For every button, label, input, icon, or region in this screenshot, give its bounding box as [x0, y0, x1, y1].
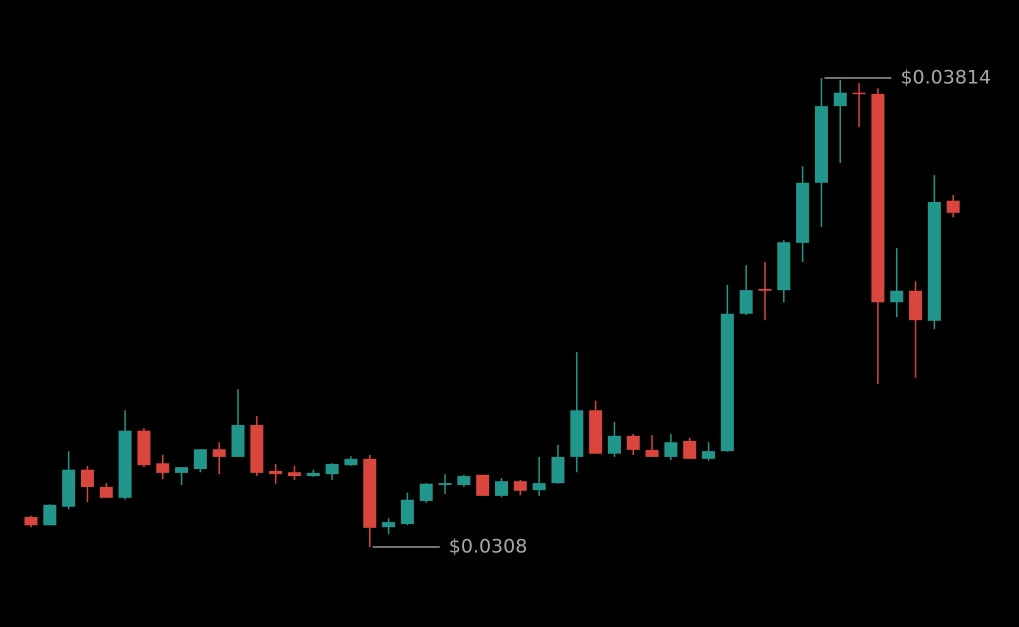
candle-body [306, 472, 320, 477]
candle-body [758, 288, 772, 291]
candle-body [551, 456, 565, 484]
candle-body [400, 499, 414, 524]
candle-body [24, 516, 38, 526]
candle-body [363, 458, 377, 528]
candle-body [476, 474, 490, 496]
candle-body [118, 430, 132, 498]
candle-body [457, 476, 471, 486]
candle-body [833, 92, 847, 107]
candle-body [589, 410, 603, 454]
candle-body [852, 92, 866, 95]
candle-body [231, 424, 245, 457]
candle-body [495, 481, 508, 496]
candle-body [62, 469, 76, 507]
candle-body [193, 449, 207, 470]
candle-body [287, 472, 301, 477]
candle-body [156, 463, 170, 473]
candle-body [720, 313, 734, 452]
candle-body [43, 504, 57, 526]
annotation-label: $0.0308 [449, 536, 528, 558]
candle-body [269, 470, 283, 475]
candle-body [250, 424, 264, 473]
candle-body [739, 290, 753, 314]
candle-body [796, 182, 810, 243]
annotation-label: $0.03814 [900, 67, 991, 89]
candle-body [344, 458, 358, 466]
candle-body [626, 435, 640, 450]
candle-body [80, 469, 94, 487]
candle-body [607, 435, 621, 454]
candle-body [325, 463, 339, 475]
candle-body [814, 106, 828, 183]
candle-body [419, 483, 433, 501]
candle-body [645, 449, 659, 457]
candle-body [909, 290, 923, 321]
candle-body [438, 483, 452, 486]
candle-body [664, 442, 678, 457]
candle-body [946, 200, 960, 213]
candle-body [212, 449, 226, 457]
candle-body [683, 440, 697, 459]
candle-body [99, 486, 113, 498]
candle-body [137, 430, 151, 466]
candle-body [382, 522, 396, 528]
candle-body [175, 467, 189, 473]
candle-body [513, 481, 527, 491]
candle-body [777, 242, 791, 291]
candle-body [532, 483, 546, 491]
candle-body [871, 93, 885, 303]
candle-body [570, 410, 584, 457]
candle-body [890, 290, 904, 303]
candle-body [702, 451, 716, 459]
candle-body [927, 201, 941, 321]
